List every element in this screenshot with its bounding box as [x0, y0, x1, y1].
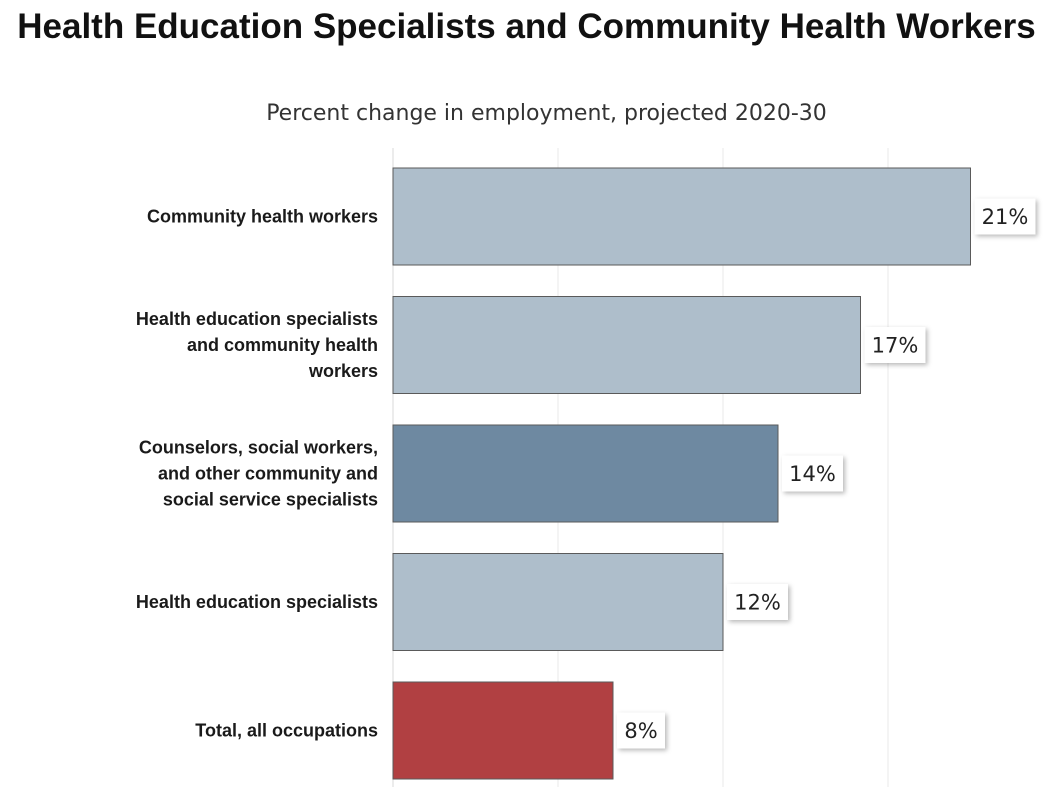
- value-label-box: [617, 712, 665, 749]
- value-label: 21%: [974, 198, 1036, 235]
- category-label: Health education specialists: [136, 592, 378, 612]
- chart-title: Health Education Specialists and Communi…: [17, 7, 1036, 46]
- value-label-text: 17%: [872, 334, 919, 358]
- value-labels: 21% 17% 14% 12% 8%: [617, 198, 1036, 749]
- bars: [392, 167, 971, 780]
- value-label-box: [782, 455, 843, 492]
- value-label-text: 12%: [734, 591, 781, 615]
- category-label: Community health workers: [147, 207, 378, 227]
- value-label-text: 14%: [789, 462, 836, 486]
- value-label-text: 21%: [982, 205, 1029, 229]
- value-label: 12%: [727, 584, 788, 620]
- bar: [392, 681, 614, 780]
- value-label: 8%: [617, 712, 665, 749]
- bar: [392, 296, 861, 394]
- category-labels: Community health workers Health education…: [136, 207, 378, 741]
- category-label: Counselors, social workers, and other com…: [139, 438, 378, 510]
- value-label: 17%: [864, 327, 926, 363]
- bar: [392, 167, 971, 266]
- bar: [392, 553, 724, 651]
- bar: [392, 424, 779, 523]
- value-label-box: [864, 327, 926, 363]
- value-label-box: [727, 584, 788, 620]
- category-label: Total, all occupations: [195, 721, 378, 741]
- value-label-box: [974, 198, 1036, 235]
- chart-subtitle: Percent change in employment, projected …: [266, 101, 827, 126]
- category-label: Health education specialists and communit…: [136, 309, 378, 381]
- value-label: 14%: [782, 455, 843, 492]
- value-label-text: 8%: [624, 719, 657, 743]
